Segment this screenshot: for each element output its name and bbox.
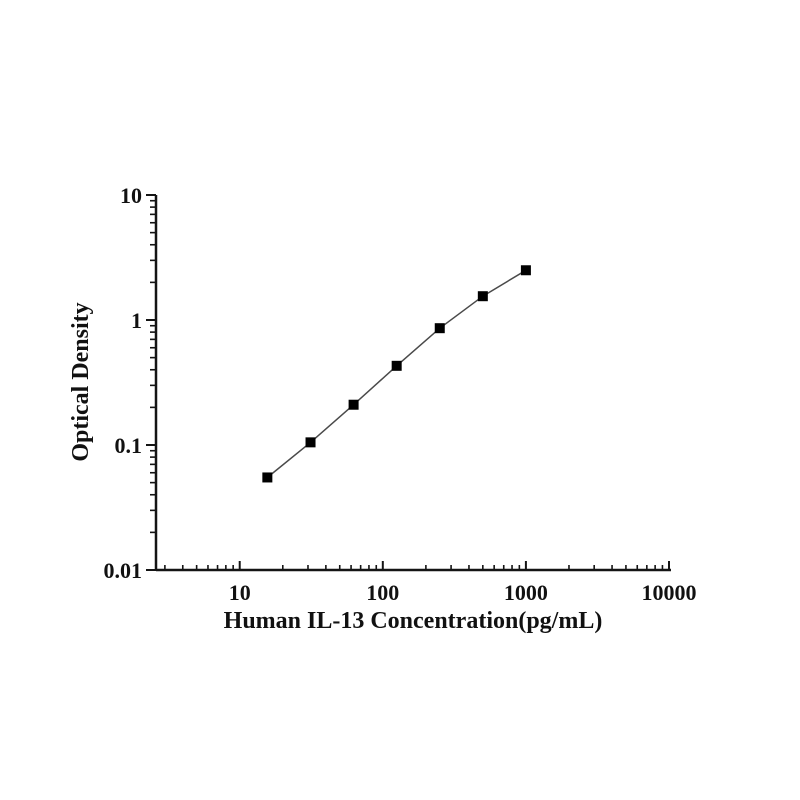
y-tick-label: 10 bbox=[120, 183, 142, 208]
data-series bbox=[262, 265, 531, 483]
data-point-marker bbox=[520, 265, 531, 276]
axes bbox=[154, 195, 671, 572]
data-point-marker bbox=[348, 399, 359, 410]
x-tick-label: 10000 bbox=[642, 580, 697, 605]
y-tick-label: 0.1 bbox=[115, 433, 143, 458]
data-point-marker bbox=[262, 472, 273, 483]
data-point-marker bbox=[391, 360, 402, 371]
x-tick-label: 100 bbox=[366, 580, 399, 605]
y-tick-label: 1 bbox=[131, 308, 142, 333]
x-tick-label: 1000 bbox=[504, 580, 548, 605]
y-axis-title: Optical Density bbox=[68, 302, 94, 461]
x-axis-title: Human IL-13 Concentration(pg/mL) bbox=[224, 608, 603, 634]
axis-ticks bbox=[146, 194, 670, 571]
x-tick-label: 10 bbox=[229, 580, 251, 605]
y-tick-label: 0.01 bbox=[104, 558, 143, 583]
data-point-marker bbox=[477, 291, 488, 302]
axis-tick-labels: 10 100 1000 10000 0.01 0.1 1 10 bbox=[104, 183, 697, 605]
data-point-marker bbox=[305, 437, 316, 448]
data-point-marker bbox=[434, 323, 445, 334]
